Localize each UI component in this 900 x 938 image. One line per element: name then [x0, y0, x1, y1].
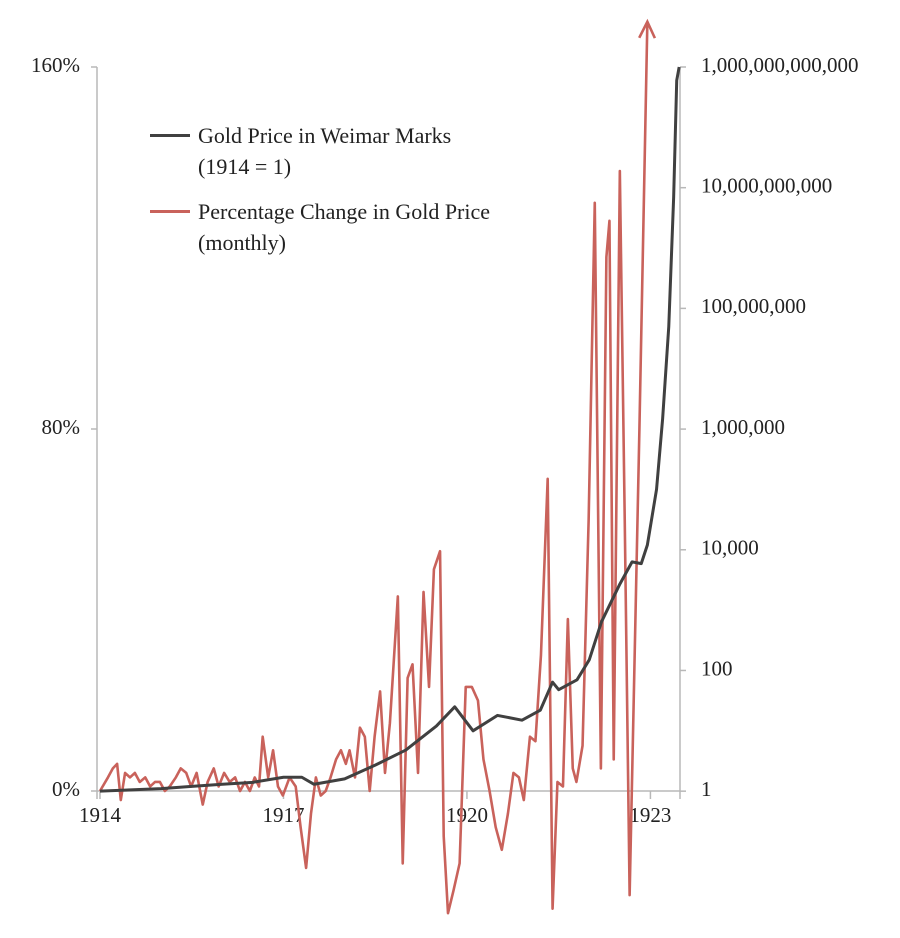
legend-entry: Gold Price in Weimar Marks (1914 = 1)	[150, 120, 480, 182]
x-tick-label: 1914	[79, 803, 122, 827]
legend-swatch	[150, 210, 190, 213]
y2-tick-label: 1	[701, 777, 712, 801]
y2-tick-label: 10,000,000,000	[701, 174, 832, 198]
y2-tick-label: 1,000,000	[701, 415, 785, 439]
y2-tick-label: 100,000,000	[701, 294, 806, 318]
y-tick-label: 0%	[52, 777, 80, 801]
legend-entry: Percentage Change in Gold Price (monthly…	[150, 196, 570, 258]
y2-tick-label: 100	[701, 656, 733, 680]
y2-tick-label: 1,000,000,000,000	[701, 53, 859, 77]
legend-label: Gold Price in Weimar Marks (1914 = 1)	[198, 123, 452, 179]
data-line	[98, 21, 649, 915]
legend-label: Percentage Change in Gold Price (monthly…	[198, 199, 491, 255]
y2-tick-label: 10,000	[701, 536, 759, 560]
arrow-head	[638, 18, 657, 39]
legend-swatch	[150, 134, 190, 137]
y-tick-label: 160%	[31, 53, 80, 77]
x-tick-label: 1920	[446, 803, 488, 827]
data-line	[99, 66, 681, 793]
y-tick-label: 80%	[42, 415, 81, 439]
x-tick-label: 1923	[629, 803, 671, 827]
